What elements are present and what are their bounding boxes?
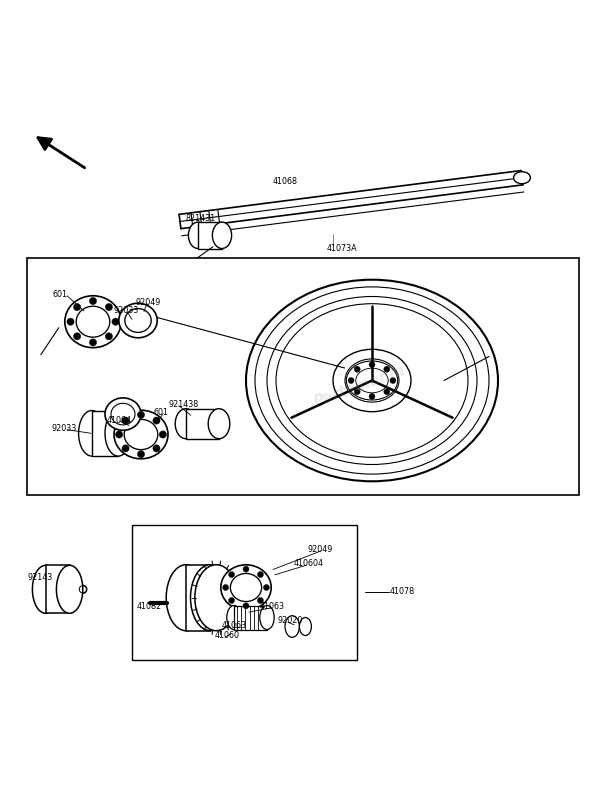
Circle shape [73,333,80,340]
Text: 41068: 41068 [273,177,298,186]
Ellipse shape [514,172,530,184]
Text: 41082: 41082 [137,602,162,612]
Ellipse shape [125,309,151,332]
Circle shape [73,304,80,311]
Ellipse shape [208,409,230,439]
Ellipse shape [79,411,105,456]
Circle shape [67,318,74,325]
Circle shape [354,367,360,372]
Circle shape [106,333,113,340]
Text: 92033: 92033 [51,424,76,433]
Circle shape [153,417,160,424]
Circle shape [115,431,122,438]
Text: 92049: 92049 [308,546,333,554]
Text: 41060: 41060 [214,631,239,640]
Text: 41064: 41064 [107,415,132,425]
Text: 92143: 92143 [27,573,52,582]
Circle shape [390,378,396,384]
Ellipse shape [221,565,271,610]
Circle shape [122,417,129,424]
Text: Partsmania: Partsmania [312,363,408,410]
Text: 92020: 92020 [277,616,302,625]
Circle shape [229,571,235,578]
Ellipse shape [65,296,121,348]
Ellipse shape [299,618,311,636]
Ellipse shape [346,361,398,400]
Ellipse shape [124,419,158,450]
Circle shape [348,378,354,384]
Text: 41063: 41063 [259,602,284,612]
Circle shape [89,298,97,305]
Circle shape [369,393,375,400]
Circle shape [243,566,249,572]
Ellipse shape [212,222,232,249]
Circle shape [223,585,229,590]
Bar [186,564,210,630]
Ellipse shape [195,564,238,630]
Bar [234,605,267,630]
Circle shape [137,411,145,418]
Text: 921438: 921438 [168,400,198,409]
Text: 41063: 41063 [222,621,247,630]
Ellipse shape [246,279,498,481]
Circle shape [354,389,360,395]
Circle shape [384,389,390,395]
Text: 41073A: 41073A [327,244,358,253]
Ellipse shape [230,574,262,601]
Ellipse shape [345,359,399,402]
Text: 821431: 821431 [186,214,216,223]
Text: 92049: 92049 [135,298,160,307]
Bar [198,222,222,249]
Text: 410604: 410604 [294,559,324,568]
Bar [27,257,579,495]
Bar [186,409,219,439]
Ellipse shape [285,615,299,637]
Ellipse shape [105,398,141,430]
Ellipse shape [105,411,131,456]
Ellipse shape [190,564,230,630]
Circle shape [229,597,235,604]
Ellipse shape [119,303,157,338]
Ellipse shape [227,605,241,630]
Circle shape [263,585,269,590]
Ellipse shape [175,409,197,439]
Circle shape [112,318,119,325]
Ellipse shape [56,565,83,613]
Circle shape [243,603,249,609]
Ellipse shape [166,564,206,630]
Circle shape [257,571,263,578]
Ellipse shape [188,222,208,249]
Circle shape [122,445,129,452]
Circle shape [137,451,145,458]
Bar [132,524,357,659]
Ellipse shape [76,306,110,337]
Ellipse shape [333,349,411,411]
Circle shape [160,431,166,438]
Text: 601: 601 [53,290,68,299]
Circle shape [384,367,390,372]
Text: 92033: 92033 [114,306,139,316]
Circle shape [89,339,97,346]
Text: 41078: 41078 [390,587,415,596]
Bar [92,411,118,456]
Circle shape [369,362,375,367]
Circle shape [106,304,113,311]
Bar [46,565,70,613]
Circle shape [153,445,160,452]
Ellipse shape [260,605,274,630]
Ellipse shape [32,565,59,613]
Text: 601: 601 [153,407,168,417]
Circle shape [257,597,263,604]
Ellipse shape [356,368,388,392]
Ellipse shape [114,411,168,458]
